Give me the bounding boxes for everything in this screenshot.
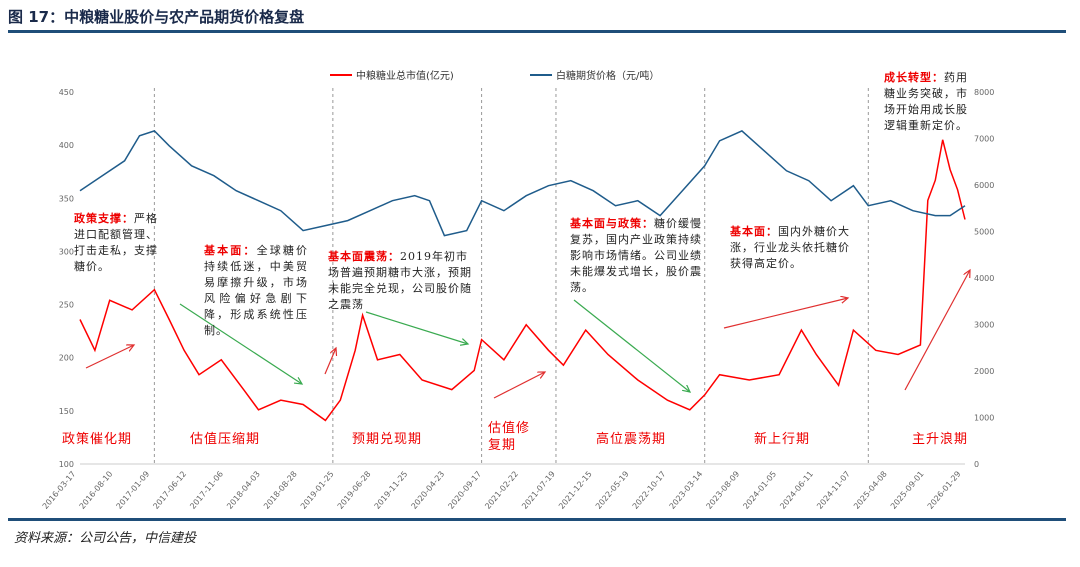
y-right-tick-label: 7000: [974, 135, 994, 144]
figure-title: 图 17：中粮糖业股价与农产品期货价格复盘: [8, 8, 305, 26]
up-trend-arrow: [324, 348, 336, 375]
annotation-body: 糖价缓慢复苏，国内产业政策持续影响市场情绪。公司业绩未能爆发式增长，股价震荡。: [570, 217, 702, 294]
y-left-tick-label: 250: [59, 301, 74, 310]
annotation-policy: 政策支撑：严格进口配额管理、打击走私，支撑糖价。: [74, 211, 164, 275]
x-tick-label: 2018-08-28: [262, 470, 299, 511]
annotation-head: 基本面震荡：: [328, 250, 400, 263]
down-trend-arrow: [179, 303, 302, 384]
x-tick-label: 2017-06-12: [151, 470, 188, 511]
period-label: 高位震荡期: [596, 432, 667, 447]
period-label: 新上行期: [754, 432, 811, 447]
annotation-body: 2019年初市场普遍预期糖市大涨，预期未能完全兑现，公司股价随之震荡: [328, 250, 472, 311]
y-left-tick-label: 400: [59, 141, 74, 150]
series-line-sugar-futures: [79, 130, 966, 237]
y-left-tick-label: 450: [59, 88, 74, 97]
x-tick-label: 2023-03-14: [668, 470, 705, 511]
x-tick-label: 2022-05-19: [594, 470, 631, 511]
x-tick-label: 2022-10-17: [631, 470, 668, 511]
source-note: 资料来源：公司公告，中信建投: [14, 531, 197, 546]
period-label: 政策催化期: [62, 432, 133, 447]
annotation-body: 国内外糖价大涨，行业龙头依托糖价获得高定价。: [730, 225, 850, 270]
y-right-tick-label: 0: [974, 460, 979, 469]
annotation-head: 基本面：: [204, 244, 257, 257]
x-tick-label: 2020-04-23: [409, 470, 446, 511]
annotation-head: 基本面：: [730, 225, 778, 238]
annotation-fundamental-policy: 基本面与政策：糖价缓慢复苏，国内产业政策持续影响市场情绪。公司业绩未能爆发式增长…: [570, 216, 702, 296]
annotation-head: 政策支撑：: [74, 212, 134, 225]
x-tick-label: 2017-11-06: [188, 470, 225, 511]
period-label: 估值压缩期: [190, 432, 261, 447]
x-tick-label: 2019-01-25: [299, 470, 336, 511]
y-right-tick-label: 1000: [974, 414, 994, 423]
down-trend-arrow: [365, 311, 468, 344]
annotation-fundamental-1: 基本面：全球糖价持续低迷，中美贸易摩擦升级，市场风险偏好急剧下降，形成系统性压制…: [204, 243, 308, 339]
x-tick-label: 2016-08-10: [78, 470, 115, 511]
x-tick-label: 2021-12-15: [557, 470, 594, 511]
x-tick-label: 2025-04-08: [852, 470, 889, 511]
annotation-fundamental-2: 基本面：国内外糖价大涨，行业龙头依托糖价获得高定价。: [730, 224, 860, 272]
up-trend-arrow: [904, 270, 970, 391]
y-left-tick-label: 100: [59, 460, 74, 469]
x-tick-label: 2024-11-07: [815, 470, 852, 511]
annotation-body: 严格进口配额管理、打击走私，支撑糖价。: [74, 212, 158, 273]
y-left-tick-label: 200: [59, 354, 74, 363]
down-trend-arrow: [573, 299, 690, 392]
x-tick-label: 2021-02-22: [483, 470, 520, 511]
series-line-market-cap: [79, 139, 966, 422]
x-tick-label: 2023-08-09: [704, 470, 741, 511]
annotation-body: 全球糖价持续低迷，中美贸易摩擦升级，市场风险偏好急剧下降，形成系统性压制。: [204, 244, 309, 337]
x-tick-label: 2024-06-11: [778, 470, 815, 511]
legend-label-market-cap: 中粮糖业总市值(亿元): [356, 69, 454, 82]
period-label: 估值修复期: [488, 421, 531, 453]
y-left-tick-label: 350: [59, 194, 74, 203]
x-tick-label: 2025-09-01: [889, 470, 926, 511]
footer-rule: [8, 518, 1066, 521]
y-right-tick-label: 8000: [974, 88, 994, 97]
x-tick-label: 2017-01-09: [114, 470, 151, 511]
title-rule: [8, 30, 1066, 33]
period-label: 主升浪期: [912, 432, 969, 447]
y-left-tick-label: 150: [59, 407, 74, 416]
x-tick-label: 2016-03-17: [41, 470, 78, 511]
y-right-tick-label: 3000: [974, 321, 994, 330]
x-tick-label: 2020-09-17: [446, 470, 483, 511]
annotation-head: 基本面与政策：: [570, 217, 654, 230]
annotation-fundamental-oscillation: 基本面震荡：2019年初市场普遍预期糖市大涨，预期未能完全兑现，公司股价随之震荡: [328, 249, 478, 313]
x-tick-label: 2024-01-05: [741, 470, 778, 511]
period-label: 预期兑现期: [352, 432, 423, 447]
up-trend-arrow: [85, 345, 134, 369]
annotation-body: 药用糖业务突破，市场开始用成长股逻辑重新定价。: [884, 71, 968, 132]
y-right-tick-label: 5000: [974, 228, 994, 237]
up-trend-arrow: [723, 298, 848, 329]
y-right-tick-label: 2000: [974, 367, 994, 376]
y-right-tick-label: 6000: [974, 181, 994, 190]
x-tick-label: 2019-11-25: [373, 470, 410, 511]
y-left-tick-label: 300: [59, 247, 74, 256]
y-right-tick-label: 4000: [974, 274, 994, 283]
x-tick-label: 2021-07-19: [520, 470, 557, 511]
annotation-head: 成长转型：: [884, 71, 944, 84]
x-tick-label: 2018-04-03: [225, 470, 262, 511]
x-tick-label: 2026-01-29: [926, 470, 963, 511]
legend-label-sugar-futures: 白糖期货价格（元/吨）: [556, 69, 659, 82]
x-tick-label: 2019-06-28: [336, 470, 373, 511]
annotation-growth: 成长转型：药用糖业务突破，市场开始用成长股逻辑重新定价。: [884, 70, 974, 134]
up-trend-arrow: [493, 372, 545, 399]
